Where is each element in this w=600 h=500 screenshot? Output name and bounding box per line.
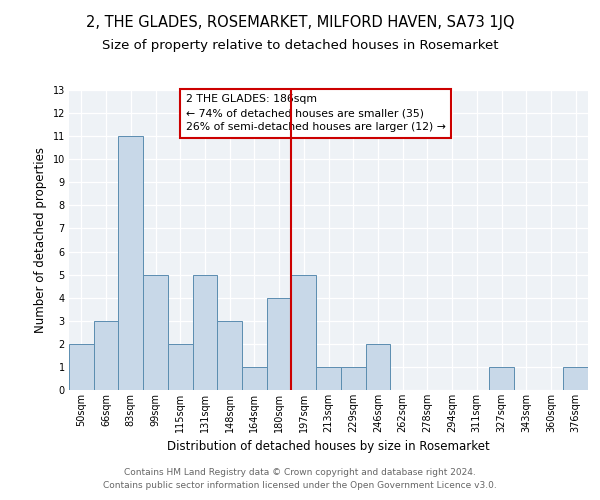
Bar: [341, 367, 365, 390]
Bar: [69, 344, 94, 390]
Text: Size of property relative to detached houses in Rosemarket: Size of property relative to detached ho…: [102, 38, 498, 52]
Bar: [143, 274, 168, 390]
Text: 2 THE GLADES: 186sqm
← 74% of detached houses are smaller (35)
26% of semi-detac: 2 THE GLADES: 186sqm ← 74% of detached h…: [186, 94, 446, 132]
Bar: [316, 367, 341, 390]
Bar: [563, 367, 588, 390]
Text: 2, THE GLADES, ROSEMARKET, MILFORD HAVEN, SA73 1JQ: 2, THE GLADES, ROSEMARKET, MILFORD HAVEN…: [86, 15, 514, 30]
Bar: [193, 274, 217, 390]
Bar: [292, 274, 316, 390]
Text: Contains HM Land Registry data © Crown copyright and database right 2024.: Contains HM Land Registry data © Crown c…: [124, 468, 476, 477]
Bar: [267, 298, 292, 390]
Bar: [168, 344, 193, 390]
Bar: [242, 367, 267, 390]
Text: Contains public sector information licensed under the Open Government Licence v3: Contains public sector information licen…: [103, 480, 497, 490]
Bar: [118, 136, 143, 390]
Y-axis label: Number of detached properties: Number of detached properties: [34, 147, 47, 333]
Bar: [365, 344, 390, 390]
Bar: [489, 367, 514, 390]
Bar: [94, 321, 118, 390]
X-axis label: Distribution of detached houses by size in Rosemarket: Distribution of detached houses by size …: [167, 440, 490, 454]
Bar: [217, 321, 242, 390]
